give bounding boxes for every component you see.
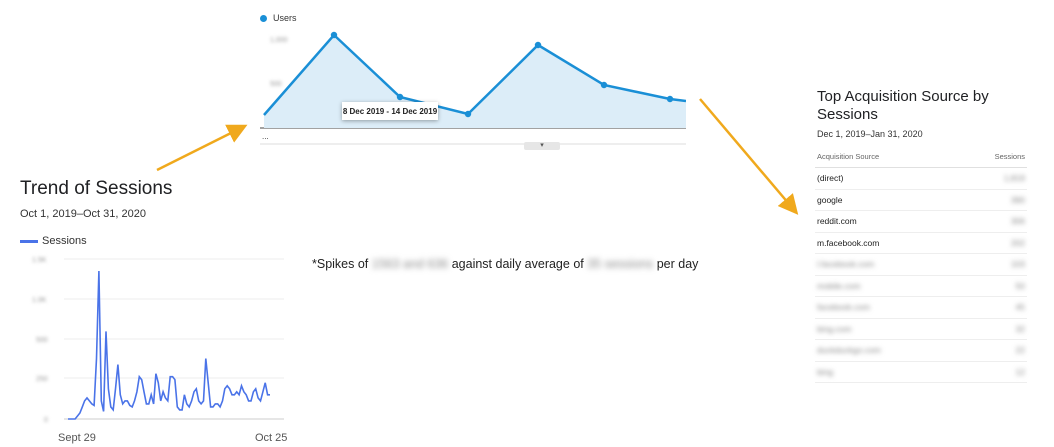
acquisition-sessions-value: 32 [1015,323,1025,334]
sessions-y-tick: 0 [44,417,48,424]
note-middle: against daily average of [448,257,588,271]
users-y-tick-mid: 500 [270,81,282,88]
acquisition-source: google [817,194,843,205]
acquisition-source: l.facebook.com [817,259,875,270]
users-legend: Users [260,13,297,23]
sessions-line-chart: 1.5K 1.0K 500 250 0 [32,257,284,424]
trend-legend-label: Sessions [42,235,87,247]
acquisition-sessions-value: 45 [1015,302,1025,313]
users-tooltip: 8 Dec 2019 - 14 Dec 2019 [342,102,438,120]
col-source-header: Acquisition Source [817,152,880,161]
users-point[interactable] [666,95,674,103]
acquisition-sessions-value: 306 [1010,216,1025,227]
users-scroll-handle[interactable]: ▾ [524,142,560,150]
users-bottom-text: ... [262,132,269,141]
arrow-left [156,124,248,172]
acquisition-table-header: Acquisition Source Sessions [815,152,1027,168]
trend-title: Trend of Sessions [20,178,173,199]
note-redacted-average: 35 sessions [587,257,654,271]
note-redacted-spikes: 1563 and 636 [371,257,449,271]
acquisition-row[interactable]: google 390 [815,190,1027,211]
acquisition-row[interactable]: l.facebook.com 103 [815,254,1027,276]
acquisition-row[interactable]: mobile.com 50 [815,276,1027,297]
arrow-right [699,98,799,215]
acquisition-sessions-value: 12 [1015,366,1025,377]
acquisition-table: Acquisition Source Sessions (direct) 1,81… [815,152,1027,383]
acquisition-title: Top Acquisition Source by Sessions [817,88,989,123]
users-chart-card: Users 1,000 500 ... 8 Dec 2019 - 14 Dec … [258,8,686,150]
acquisition-row[interactable]: m.facebook.com 202 [815,233,1027,254]
acquisition-sessions-value: 22 [1015,345,1025,356]
sessions-x-label-first: Sept 29 [58,432,96,444]
acquisition-row[interactable]: reddit.com 306 [815,211,1027,233]
sessions-y-tick: 250 [36,376,48,383]
note-suffix: per day [653,257,699,271]
sessions-y-tick: 1.5K [32,257,47,264]
acquisition-row[interactable]: bing.com 32 [815,319,1027,340]
sessions-y-tick: 500 [36,337,48,344]
col-sessions-header: Sessions [994,152,1025,161]
sessions-series-line [68,270,270,420]
acquisition-source: duckduckgo.com [817,345,881,356]
acquisition-source: bing.com [817,323,852,334]
acquisition-row[interactable]: (direct) 1,819 [815,168,1027,190]
acquisition-sessions-value: 202 [1010,237,1025,248]
acquisition-row[interactable]: facebook.com 45 [815,297,1027,319]
acquisition-source: mobile.com [817,280,861,291]
acquisition-date-range: Dec 1, 2019–Jan 31, 2020 [817,129,923,139]
trend-legend-swatch [20,239,38,243]
acquisition-sessions-value: 103 [1010,259,1025,270]
users-y-tick-top: 1,000 [270,37,288,44]
sessions-y-tick: 1.0K [32,297,47,304]
trend-legend: Sessions [20,235,87,247]
users-legend-dot [260,14,267,22]
users-point[interactable] [464,110,472,118]
acquisition-sessions-value: 390 [1010,194,1025,205]
acquisition-row[interactable]: duckduckgo.com 22 [815,340,1027,362]
acquisition-row[interactable]: bing 12 [815,362,1027,383]
acquisition-sessions-value: 50 [1015,280,1025,291]
sessions-x-label-last: Oct 25 [255,432,288,444]
users-legend-label: Users [273,13,297,23]
acquisition-sessions-value: 1,819 [1003,173,1025,184]
users-point[interactable] [330,31,338,39]
users-point[interactable] [600,81,608,89]
users-point[interactable] [534,41,542,49]
acquisition-source: (direct) [817,173,844,184]
acquisition-source: bing [817,366,834,377]
spikes-note: *Spikes of 1563 and 636 against daily av… [312,257,698,271]
acquisition-source: m.facebook.com [817,237,880,248]
acquisition-source: facebook.com [817,302,870,313]
note-prefix: *Spikes of [312,257,372,271]
acquisition-rows: (direct) 1,819 google 390 reddit.com 306 m.fac… [815,168,1027,383]
trend-date-range: Oct 1, 2019–Oct 31, 2020 [20,208,146,220]
acquisition-source: reddit.com [817,216,857,227]
users-line [263,33,686,116]
sessions-y-ticks: 1.5K 1.0K 500 250 0 [32,257,48,424]
users-point[interactable] [396,93,404,101]
